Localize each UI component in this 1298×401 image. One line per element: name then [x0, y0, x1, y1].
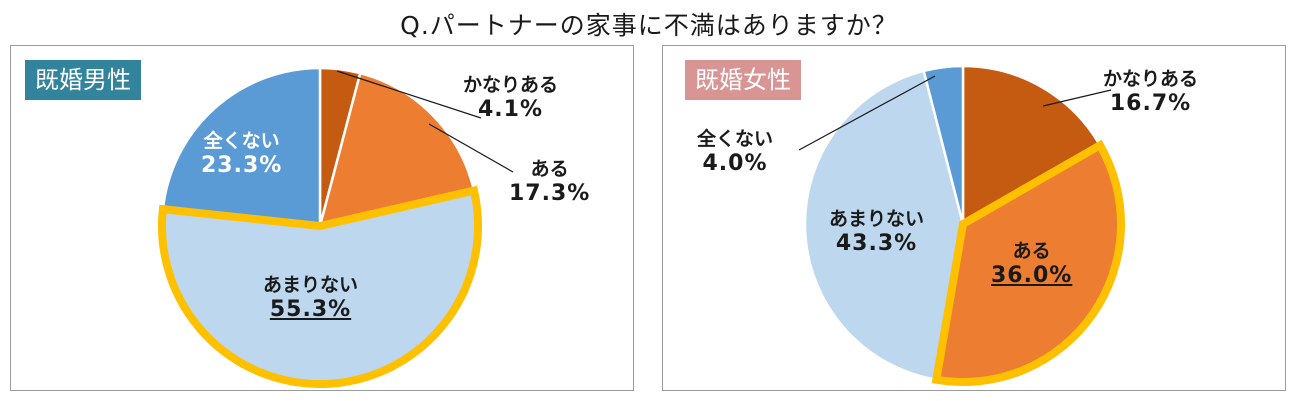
pie-panel-male: 既婚男性 かなりある 4.1% ある 17.3% あまりない 55.3% 全くな… [10, 45, 634, 391]
slice-label-aru: ある 17.3% [509, 158, 591, 206]
slice-label-kanari-aru: かなりある 4.1% [463, 74, 559, 122]
panel-tag-female: 既婚女性 [685, 60, 801, 100]
highlight-ring-amari-nai [158, 185, 482, 388]
pie-slice-mattaku-nai [161, 66, 322, 228]
slice-label-amari-nai: あまりない 43.3% [829, 208, 925, 256]
pie-slice-mattaku-nai [922, 64, 965, 225]
slice-label-amari-nai: あまりない 55.3% [263, 274, 359, 322]
panel-tag-male: 既婚男性 [25, 60, 141, 100]
pie-slice-aru [318, 71, 476, 228]
slice-label-mattaku-nai: 全くない 4.0% [697, 128, 774, 176]
pie-slice-kanari-aru [961, 64, 1102, 227]
leader-line [1042, 89, 1112, 107]
leader-line [798, 75, 936, 151]
pie-panel-female: 既婚女性 かなりある 16.7% ある 36.0% あまりない 43.3% 全く… [662, 45, 1286, 391]
slice-label-kanari-aru: かなりある 16.7% [1103, 68, 1199, 116]
leader-line [428, 123, 514, 173]
pie-chart-male [158, 66, 514, 388]
highlight-ring-aru [931, 139, 1125, 386]
slice-label-aru: ある 36.0% [991, 240, 1073, 288]
slice-label-mattaku-nai: 全くない 23.3% [201, 130, 283, 178]
leader-line [336, 70, 482, 119]
pie-slice-amari-nai [803, 69, 965, 382]
chart-title: Q.パートナーの家事に不満はありますか？ [400, 11, 898, 40]
pie-chart-female [798, 64, 1125, 386]
